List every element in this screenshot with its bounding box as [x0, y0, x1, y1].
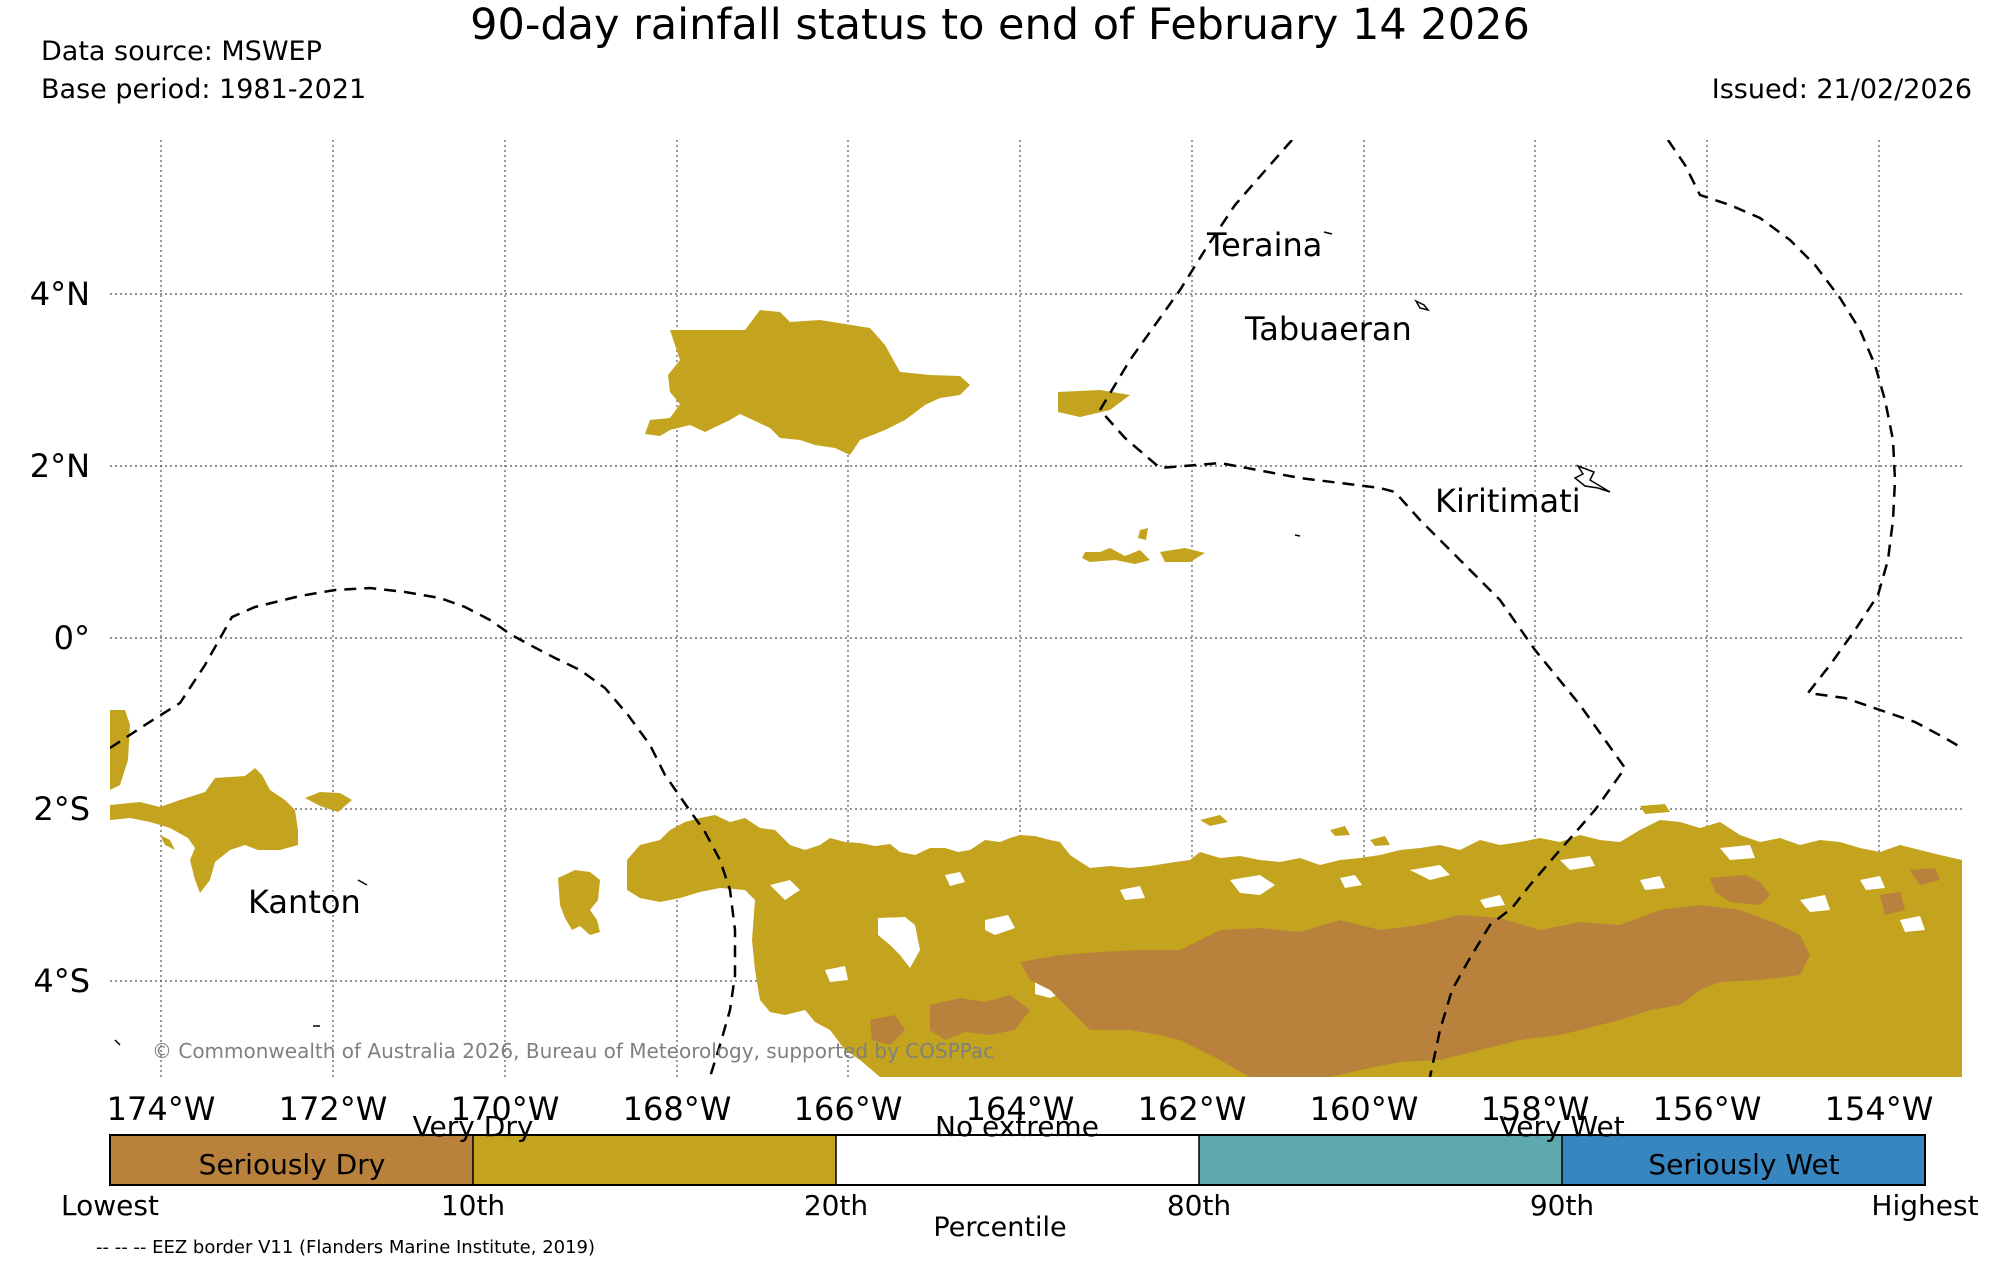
tick-90th: 90th	[1530, 1189, 1594, 1222]
tick-80th: 80th	[1167, 1189, 1231, 1222]
data-source-label: Data source: MSWEP	[41, 36, 322, 67]
colorbar-very-dry	[473, 1135, 836, 1185]
tick-highest: Highest	[1871, 1189, 1978, 1222]
category-seriously-wet: Seriously Wet	[1648, 1148, 1839, 1181]
kiritimati-island	[1573, 464, 1611, 493]
place-label-kiritimati: Kiritimati	[1435, 482, 1581, 520]
lon-label-164w: 164°W	[966, 1090, 1075, 1128]
issued-date-label: Issued: 21/02/2026	[1711, 74, 1972, 105]
base-period-label: Base period: 1981-2021	[41, 74, 367, 105]
category-very-dry: Very Dry	[413, 1110, 534, 1143]
latitude-labels: 4°N 2°N 0° 2°S 4°S	[30, 275, 90, 1000]
colorbar-no-extreme	[836, 1135, 1199, 1185]
category-no-extreme: No extreme	[935, 1110, 1099, 1143]
eez-borders	[110, 140, 1962, 1077]
category-very-wet: Very Wet	[1499, 1110, 1624, 1143]
tabuaeran-island	[1414, 299, 1430, 312]
lon-label-154w: 154°W	[1825, 1090, 1934, 1128]
colorbar-seriously-wet	[1562, 1135, 1925, 1185]
tick-20th: 20th	[804, 1189, 868, 1222]
colorbar-legend: Seriously Dry Very Dry No extreme Very W…	[61, 1110, 1979, 1222]
lat-label-4s: 4°S	[33, 962, 90, 1000]
lon-label-172w: 172°W	[279, 1090, 388, 1128]
lat-label-2s: 2°S	[33, 790, 90, 828]
very-dry-small-blob	[1058, 390, 1130, 417]
lat-label-2n: 2°N	[30, 447, 90, 485]
place-label-kanton: Kanton	[248, 883, 361, 921]
place-label-teraina: Teraina	[1206, 226, 1322, 264]
teraina-island	[1323, 231, 1333, 235]
lon-label-160w: 160°W	[1310, 1090, 1419, 1128]
colorbar-seriously-dry	[110, 1135, 473, 1185]
eez-border-note: -- -- -- EEZ border V11 (Flanders Marine…	[96, 1237, 596, 1258]
lon-label-166w: 166°W	[794, 1090, 903, 1128]
lon-label-156w: 156°W	[1653, 1090, 1762, 1128]
tick-lowest: Lowest	[61, 1189, 159, 1222]
place-names: Teraina Tabuaeran Kiritimati Kanton	[248, 226, 1581, 921]
place-label-tabuaeran: Tabuaeran	[1244, 310, 1412, 348]
kanton-island	[357, 879, 368, 886]
lat-label-4n: 4°N	[30, 275, 90, 313]
lon-label-170w: 170°W	[451, 1090, 560, 1128]
lon-label-158w: 158°W	[1481, 1090, 1590, 1128]
very-dry-north-blob	[645, 310, 970, 455]
tick-10th: 10th	[441, 1189, 505, 1222]
colorbar-very-wet	[1199, 1135, 1562, 1185]
category-seriously-dry: Seriously Dry	[199, 1148, 386, 1181]
islands	[114, 231, 1611, 1046]
longitude-labels: 174°W 172°W 170°W 168°W 166°W 164°W 162°…	[107, 1090, 1934, 1128]
colorbar-axis-label: Percentile	[933, 1212, 1067, 1243]
lon-label-174w: 174°W	[107, 1090, 216, 1128]
lon-label-168w: 168°W	[623, 1090, 732, 1128]
map-title: 90-day rainfall status to end of Februar…	[470, 0, 1530, 50]
seriously-dry-regions	[870, 868, 1940, 1077]
copyright-notice: © Commonwealth of Australia 2026, Bureau…	[152, 1039, 994, 1063]
lon-label-162w: 162°W	[1138, 1090, 1247, 1128]
lat-label-0: 0°	[54, 619, 90, 657]
